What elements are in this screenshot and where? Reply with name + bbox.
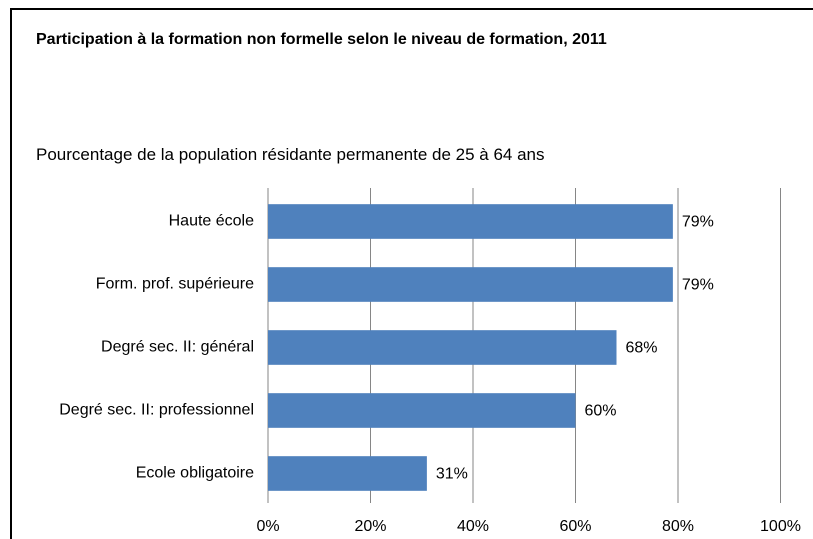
frame [10,8,813,539]
bar [268,456,427,491]
bar [268,330,617,365]
y-tick-label: Degré sec. II: général [101,339,254,356]
chart-title: Participation à la formation non formell… [36,31,607,48]
x-tick-label: 80% [662,518,694,535]
y-tick-label: Form. prof. supérieure [96,276,254,293]
x-tick-label: 0% [256,518,279,535]
data-label: 31% [436,466,468,483]
bar [268,267,673,302]
data-label: 68% [626,340,658,357]
data-label: 60% [585,403,617,420]
y-tick-label: Degré sec. II: professionnel [59,402,254,419]
x-tick-label: 20% [354,518,386,535]
chart-subtitle: Pourcentage de la population résidante p… [36,145,545,164]
x-tick-label: 60% [559,518,591,535]
y-tick-label: Ecole obligatoire [136,465,254,482]
data-label: 79% [682,277,714,294]
bar [268,393,576,428]
bar [268,204,673,239]
x-tick-label: 40% [457,518,489,535]
y-tick-label: Haute école [169,213,254,230]
x-tick-label: 100% [760,518,801,535]
data-label: 79% [682,214,714,231]
